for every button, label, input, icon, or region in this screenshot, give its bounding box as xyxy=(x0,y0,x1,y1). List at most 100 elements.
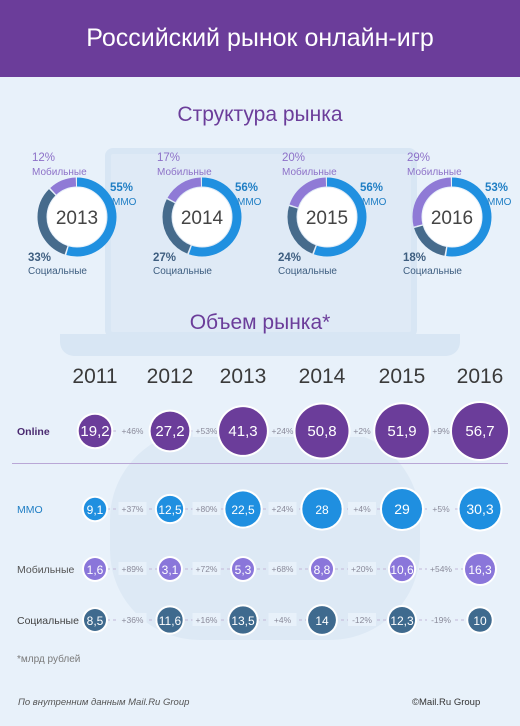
mobile-value-label: 3,1 xyxy=(162,563,179,577)
donut-2015: 2015 20% Мобильные 56% MMO 24% Социальные xyxy=(270,152,395,282)
online-growth-label: +53% xyxy=(196,426,218,436)
social-growth-label: -19% xyxy=(431,615,451,625)
social-value-label: 10 xyxy=(473,614,487,628)
donut-2013: 2013 12% Мобильные 55% MMO 33% Социальные xyxy=(20,152,145,282)
mobile-value-label: 10,6 xyxy=(390,563,414,577)
online-bubble xyxy=(78,414,112,448)
mobile-value-label: 8,8 xyxy=(314,563,331,577)
donut-2016-year-label: 2016 xyxy=(431,208,473,229)
mmo-growth-bg xyxy=(427,502,455,515)
mmo-bubble xyxy=(381,488,423,530)
social-value-label: 8,5 xyxy=(87,614,104,628)
donut-2015-center xyxy=(297,187,357,247)
donut-2014-mmo-slice xyxy=(162,177,242,257)
donut-2016-mmo-pct: 53% xyxy=(485,182,509,194)
mmo-growth-bg xyxy=(192,502,221,515)
donut-2016-mmo-slice xyxy=(412,177,492,257)
online-value-label: 41,3 xyxy=(228,423,257,440)
donut-2014-center xyxy=(172,187,232,247)
online-bubble xyxy=(375,404,429,458)
mobile-bubble xyxy=(232,558,254,580)
mmo-bubble xyxy=(225,491,261,527)
online-growth-bg xyxy=(427,424,455,437)
social-growth-label: -12% xyxy=(352,615,372,625)
social-value-label: 14 xyxy=(315,614,329,628)
mmo-growth-bg xyxy=(118,502,147,515)
social-value-label: 11,6 xyxy=(159,614,182,628)
social-growth-bg xyxy=(118,613,147,626)
online-divider xyxy=(12,463,508,464)
mmo-bubble xyxy=(156,495,184,523)
social-growth-bg xyxy=(348,613,376,626)
mmo-growth-label: +5% xyxy=(432,504,450,514)
online-growth-bg xyxy=(268,424,297,437)
donut-2015-mmo-label: MMO xyxy=(362,197,387,208)
year-header-2011: 2011 xyxy=(72,365,118,388)
background-monitor-stand xyxy=(60,334,460,356)
year-header-2014: 2014 xyxy=(298,365,346,388)
donut-2014-social-slice xyxy=(162,177,242,257)
mobile-growth-bg xyxy=(427,562,455,575)
social-growth-label: +16% xyxy=(196,615,218,625)
donut-2014-mobile-pct: 17% xyxy=(157,152,181,164)
donut-2016-center xyxy=(422,187,482,247)
mobile-growth-bg xyxy=(118,562,147,575)
donut-2016-mobile-slice xyxy=(412,177,492,257)
mobile-bubble xyxy=(464,553,496,585)
social-value-label: 13,5 xyxy=(231,614,255,628)
donut-2013-social-label: Социальные xyxy=(28,266,87,277)
social-bubble xyxy=(308,606,336,634)
donut-2015-social-slice xyxy=(287,177,367,257)
year-header-2015: 2015 xyxy=(378,365,426,388)
mobile-row-label: Мобильные xyxy=(17,564,75,576)
online-bubble xyxy=(452,403,508,459)
donut-2013-mmo-label: MMO xyxy=(112,197,137,208)
mmo-growth-bg xyxy=(268,502,297,515)
mmo-growth-label: +37% xyxy=(122,504,144,514)
online-value-label: 27,2 xyxy=(155,423,184,440)
donut-2015-mobile-label: Мобильные xyxy=(282,167,337,178)
social-growth-bg xyxy=(268,613,297,626)
online-value-label: 19,2 xyxy=(80,423,109,440)
donut-2014-mmo-pct: 56% xyxy=(235,182,259,194)
online-growth-bg xyxy=(192,424,221,437)
donut-2013-center xyxy=(47,187,107,247)
social-value-label: 12,3 xyxy=(390,614,414,628)
donut-2016-mobile-label: Мобильные xyxy=(407,167,462,178)
donut-2014-social-pct: 27% xyxy=(153,252,177,264)
copyright: ©Mail.Ru Group xyxy=(412,697,481,708)
donut-2013-mmo-pct: 55% xyxy=(110,182,134,194)
volume-footnote: *млрд рублей xyxy=(17,654,81,665)
mmo-value-label: 12,5 xyxy=(158,503,182,517)
mmo-value-label: 29 xyxy=(394,501,410,517)
online-growth-bg xyxy=(118,424,147,437)
donut-2015-mobile-pct: 20% xyxy=(282,152,306,164)
volume-title: Объем рынка* xyxy=(189,311,331,334)
structure-title: Структура рынка xyxy=(177,103,343,126)
background-gamepad xyxy=(110,430,420,640)
source-note: По внутренним данным Mail.Ru Group xyxy=(18,697,190,708)
online-growth-label: +9% xyxy=(432,426,450,436)
online-growth-label: +2% xyxy=(353,426,371,436)
donut-2014-mmo-label: MMO xyxy=(237,197,262,208)
mobile-growth-label: +89% xyxy=(122,564,144,574)
mmo-bubble xyxy=(459,488,501,530)
online-row-label: Online xyxy=(17,426,50,438)
social-growth-bg xyxy=(192,613,221,626)
mmo-growth-bg xyxy=(348,502,376,515)
donut-2014-year-label: 2014 xyxy=(181,208,224,229)
mobile-growth-label: +72% xyxy=(196,564,218,574)
social-bubble xyxy=(468,608,492,632)
online-growth-bg xyxy=(348,424,376,437)
mobile-value-label: 1,6 xyxy=(87,563,104,577)
social-growth-label: +4% xyxy=(274,615,292,625)
donut-2014-social-label: Социальные xyxy=(153,266,212,277)
mobile-growth-label: +68% xyxy=(272,564,294,574)
donut-2013-year-label: 2013 xyxy=(56,208,98,229)
donut-2015-social-pct: 24% xyxy=(278,252,302,264)
donut-2016: 2016 29% Мобильные 53% MMO 18% Социальные xyxy=(395,152,520,282)
social-row-label: Социальные xyxy=(17,615,79,627)
online-growth-label: +24% xyxy=(272,426,294,436)
mmo-growth-label: +4% xyxy=(353,504,371,514)
